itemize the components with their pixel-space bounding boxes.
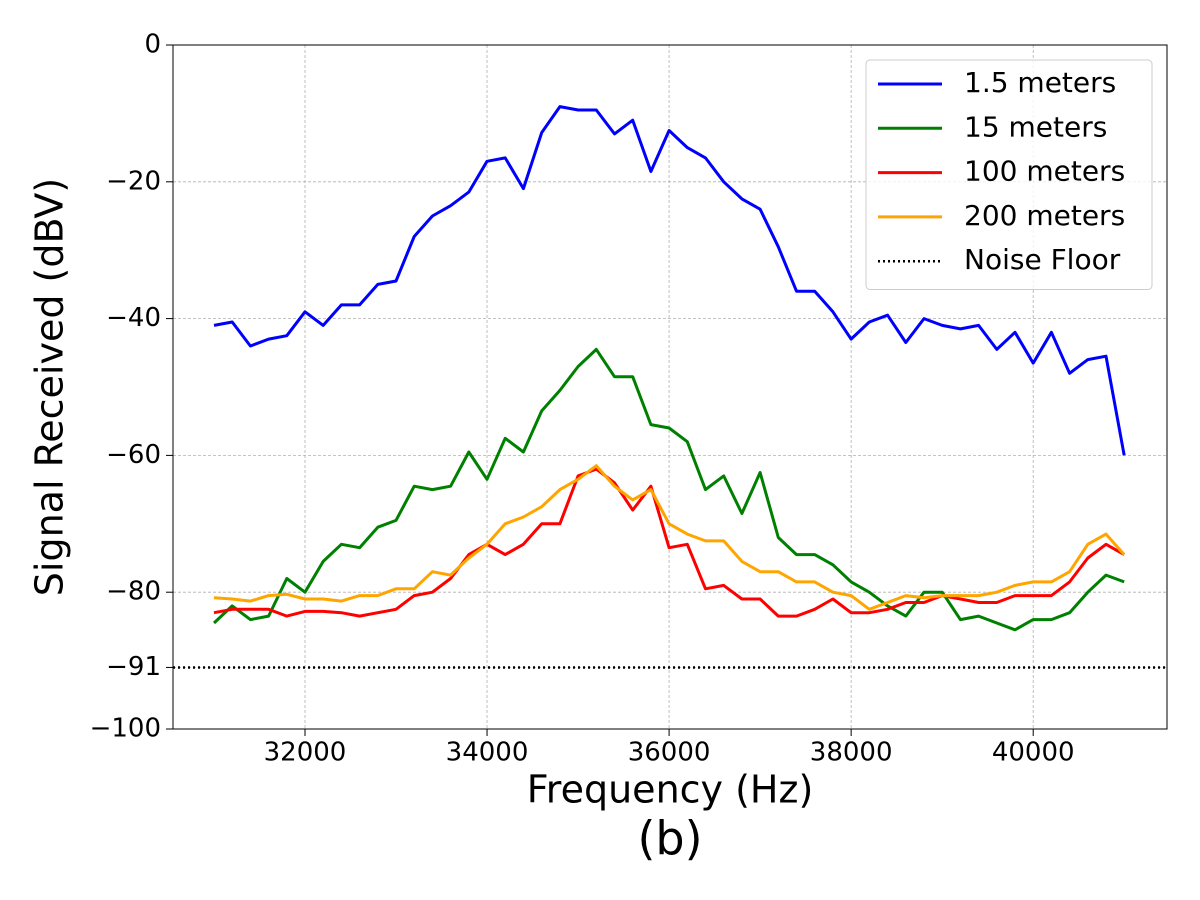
y-tick-label: −100 [90, 714, 161, 744]
legend-label: 100 meters [964, 155, 1125, 188]
y-tick-label: −20 [106, 166, 161, 196]
x-tick-label: 32000 [264, 738, 347, 768]
plot-frame [172, 44, 1168, 730]
y-tick-label: 0 [144, 30, 161, 60]
legend-label: 1.5 meters [964, 66, 1116, 99]
series-line [212, 347, 1125, 632]
series-line [213, 105, 1126, 456]
series-line [213, 467, 1125, 618]
legend-label: 200 meters [964, 199, 1125, 232]
y-tick-label: −40 [106, 303, 161, 333]
legend-label: 15 meters [964, 110, 1107, 143]
y-tick-label: −91 [106, 652, 161, 682]
x-tick-label: 34000 [446, 738, 529, 768]
legend-label: Noise Floor [964, 243, 1121, 276]
x-axis-label: Frequency (Hz) [527, 768, 814, 812]
legend-box [865, 59, 1153, 290]
series-line [213, 464, 1126, 611]
caption: (b) [637, 812, 702, 866]
x-tick-label: 40000 [992, 738, 1075, 768]
x-tick-label: 36000 [628, 738, 711, 768]
y-tick-label: −60 [106, 440, 161, 470]
x-tick-label: 38000 [810, 738, 893, 768]
y-tick-label: −80 [106, 577, 161, 607]
y-axis-label: Signal Received (dBV) [28, 178, 72, 596]
